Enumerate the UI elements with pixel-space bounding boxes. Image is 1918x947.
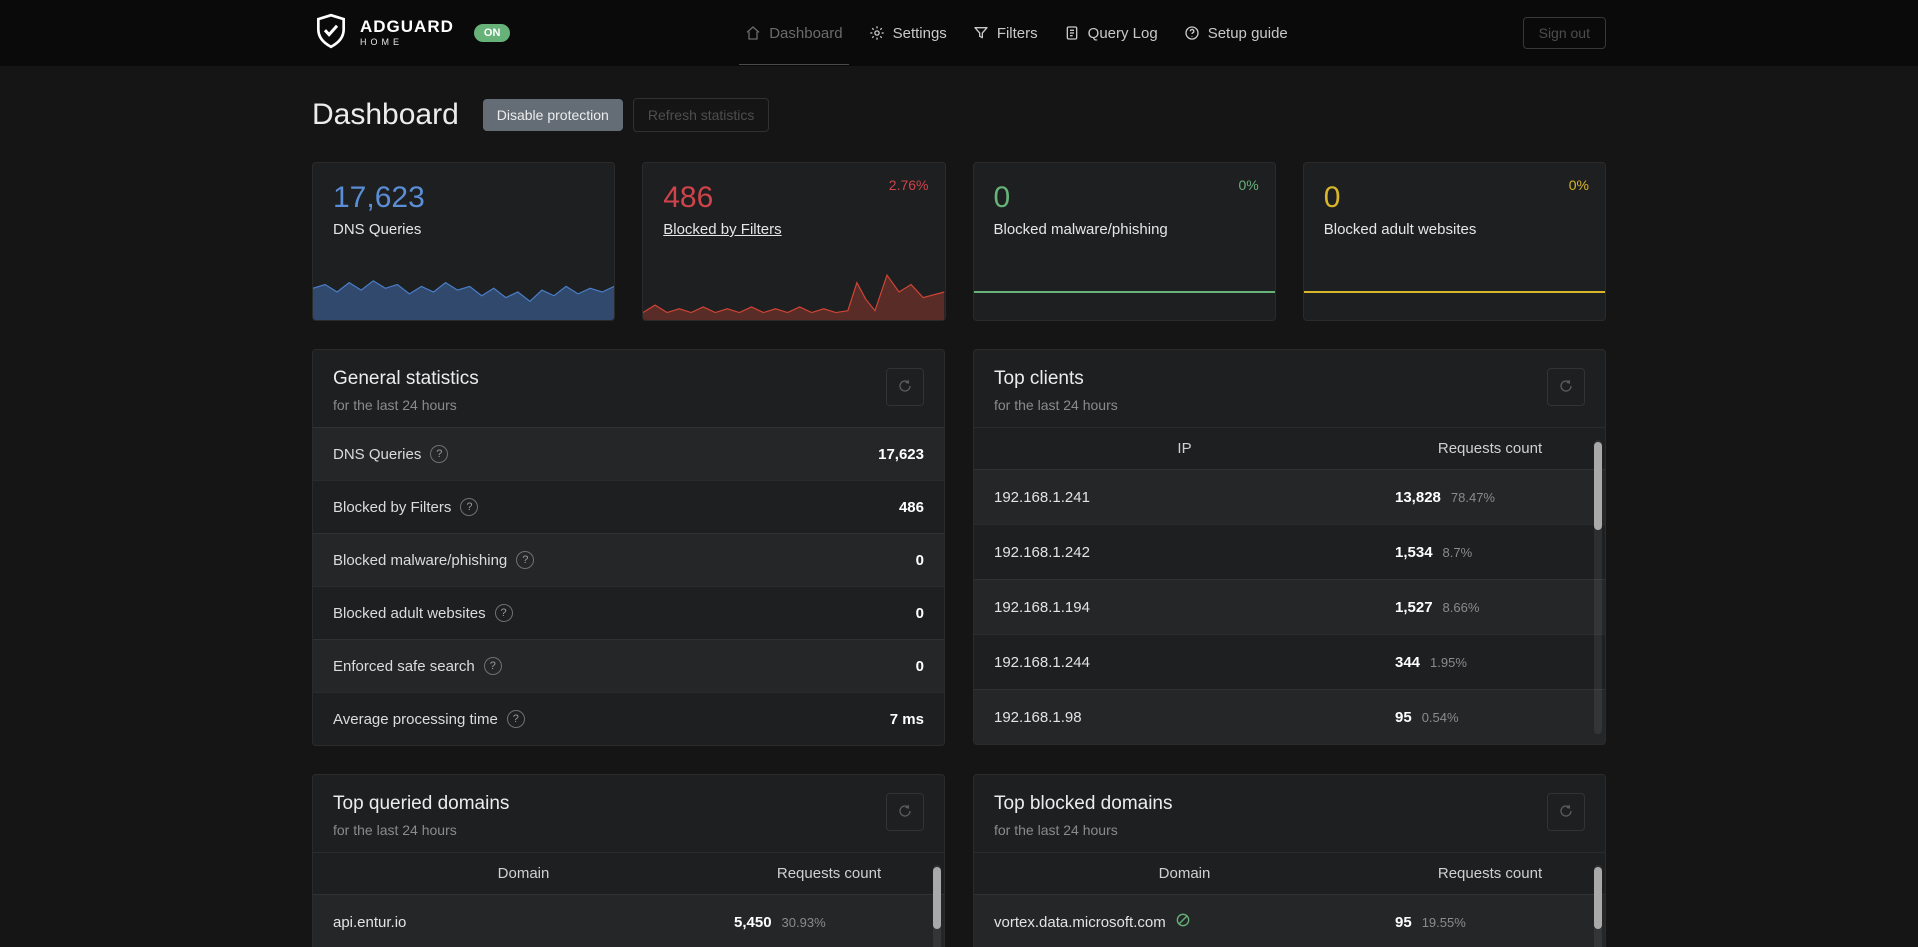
- general-statistics-title: General statistics: [333, 368, 479, 389]
- blocked-malware-card: 0 Blocked malware/phishing 0%: [972, 162, 1276, 321]
- top-blocked-title: Top blocked domains: [994, 793, 1173, 814]
- page-title: Dashboard: [312, 98, 459, 131]
- help-icon[interactable]: ?: [494, 604, 513, 622]
- home-icon: [745, 25, 761, 41]
- refresh-icon: [897, 378, 913, 397]
- top-queried-domains-card: Top queried domains for the last 24 hour…: [312, 774, 945, 947]
- client-row: 192.168.1.98 95 0.54%: [974, 689, 1605, 744]
- malware-flat-sparkline: [973, 291, 1275, 293]
- top-navbar: ADGUARD HOME ON Dashboard Settings Filte…: [0, 0, 1918, 66]
- queried-domain-row: api.entur.io 5,450 30.93%: [313, 894, 944, 947]
- refresh-general-button[interactable]: [886, 368, 924, 406]
- refresh-icon: [1558, 803, 1574, 822]
- stat-row-safe-search: Enforced safe search? 0: [313, 639, 944, 692]
- sign-out-button[interactable]: Sign out: [1522, 17, 1606, 49]
- stat-cards-row: 17,623 DNS Queries 486 Blocked by Filter…: [312, 162, 1606, 321]
- blocked-adult-label: Blocked adult websites: [1323, 221, 1477, 238]
- question-icon: [1184, 25, 1200, 41]
- client-row: 192.168.1.194 1,527 8.66%: [974, 579, 1605, 634]
- top-queried-title: Top queried domains: [333, 793, 510, 814]
- adguard-shield-logo-icon: [312, 11, 350, 56]
- top-blocked-subtitle: for the last 24 hours: [994, 822, 1118, 838]
- blocked-adult-card: 0 Blocked adult websites 0%: [1302, 162, 1606, 321]
- stat-row-dns-queries: DNS Queries? 17,623: [313, 427, 944, 480]
- refresh-icon: [1558, 378, 1574, 397]
- general-statistics-card: General statistics for the last 24 hours…: [312, 349, 945, 746]
- client-row: 192.168.1.244 344 1.95%: [974, 634, 1605, 689]
- protection-status-badge: ON: [473, 24, 511, 42]
- help-icon[interactable]: ?: [460, 498, 479, 516]
- main-nav: Dashboard Settings Filters Query Log Set…: [732, 25, 1301, 65]
- blocked-malware-label: Blocked malware/phishing: [993, 221, 1168, 238]
- dns-queries-card: 17,623 DNS Queries: [312, 162, 616, 321]
- client-ip[interactable]: 192.168.1.241: [994, 488, 1090, 506]
- help-icon[interactable]: ?: [516, 551, 535, 569]
- scrollbar-thumb[interactable]: [933, 867, 941, 929]
- top-clients-subtitle: for the last 24 hours: [994, 397, 1118, 413]
- refresh-blocked-button[interactable]: [1547, 793, 1585, 831]
- disable-protection-button[interactable]: Disable protection: [482, 99, 623, 131]
- blocked-sparkline: [643, 264, 945, 320]
- nav-item-query-log[interactable]: Query Log: [1064, 25, 1158, 42]
- vertical-scrollbar: [1594, 440, 1602, 734]
- gear-icon: [869, 25, 885, 41]
- stat-row-avg-processing: Average processing time? 7 ms: [313, 692, 944, 745]
- help-icon[interactable]: ?: [506, 710, 525, 728]
- help-icon[interactable]: ?: [483, 657, 502, 675]
- domain-name[interactable]: vortex.data.microsoft.com: [994, 913, 1166, 931]
- top-blocked-domains-card: Top blocked domains for the last 24 hour…: [973, 774, 1606, 947]
- client-row: 192.168.1.241 13,828 78.47%: [974, 469, 1605, 524]
- blocked-by-filters-link[interactable]: Blocked by Filters: [663, 221, 782, 238]
- help-icon[interactable]: ?: [430, 445, 449, 463]
- general-statistics-subtitle: for the last 24 hours: [333, 397, 457, 413]
- scrollbar-thumb[interactable]: [1594, 442, 1602, 530]
- refresh-queried-button[interactable]: [886, 793, 924, 831]
- client-ip[interactable]: 192.168.1.244: [994, 653, 1090, 671]
- client-row: 192.168.1.242 1,534 8.7%: [974, 524, 1605, 579]
- top-queried-subtitle: for the last 24 hours: [333, 822, 457, 838]
- stat-row-blocked-filters: Blocked by Filters? 486: [313, 480, 944, 533]
- dns-queries-value: 17,623: [333, 181, 425, 214]
- adguard-home-brand[interactable]: ADGUARD HOME ON: [312, 11, 511, 56]
- nav-item-dashboard[interactable]: Dashboard: [739, 25, 850, 65]
- adult-percent: 0%: [1568, 177, 1589, 193]
- refresh-icon: [897, 803, 913, 822]
- client-ip[interactable]: 192.168.1.98: [994, 708, 1082, 726]
- vertical-scrollbar: [933, 865, 941, 947]
- blocked-by-filters-card: 486 Blocked by Filters 2.76%: [642, 162, 946, 321]
- scrollbar-thumb[interactable]: [1594, 867, 1602, 929]
- adult-flat-sparkline: [1303, 291, 1605, 293]
- blocked-adult-value: 0: [1323, 181, 1341, 214]
- refresh-statistics-button[interactable]: Refresh statistics: [632, 98, 770, 132]
- blocked-malware-value: 0: [993, 181, 1011, 214]
- domain-name[interactable]: api.entur.io: [333, 913, 407, 931]
- vertical-scrollbar: [1594, 865, 1602, 947]
- blocked-by-filters-value: 486: [663, 181, 714, 214]
- nav-item-setup-guide[interactable]: Setup guide: [1184, 25, 1288, 42]
- nav-item-filters[interactable]: Filters: [973, 25, 1038, 42]
- document-icon: [1064, 25, 1080, 41]
- queried-table-header: Domain Requests count: [313, 852, 944, 894]
- stat-row-blocked-malware: Blocked malware/phishing? 0: [313, 533, 944, 586]
- blocked-domain-row: vortex.data.microsoft.com 95 19.55%: [974, 894, 1605, 947]
- clients-table-header: IP Requests count: [974, 427, 1605, 469]
- top-clients-card: Top clients for the last 24 hours IP Req…: [973, 349, 1606, 745]
- nav-item-settings[interactable]: Settings: [869, 25, 947, 42]
- blocked-percent: 2.76%: [888, 177, 929, 193]
- stat-row-blocked-adult: Blocked adult websites? 0: [313, 586, 944, 639]
- brand-subtitle: HOME: [360, 37, 403, 48]
- filter-icon: [973, 25, 989, 41]
- top-clients-title: Top clients: [994, 368, 1084, 389]
- brand-name: ADGUARD: [360, 17, 454, 37]
- block-domain-icon[interactable]: [1175, 912, 1191, 932]
- client-ip[interactable]: 192.168.1.242: [994, 543, 1090, 561]
- dns-queries-sparkline: [313, 264, 615, 320]
- dns-queries-label: DNS Queries: [333, 221, 422, 238]
- malware-percent: 0%: [1238, 177, 1259, 193]
- blocked-table-header: Domain Requests count: [974, 852, 1605, 894]
- client-ip[interactable]: 192.168.1.194: [994, 598, 1090, 616]
- refresh-clients-button[interactable]: [1547, 368, 1585, 406]
